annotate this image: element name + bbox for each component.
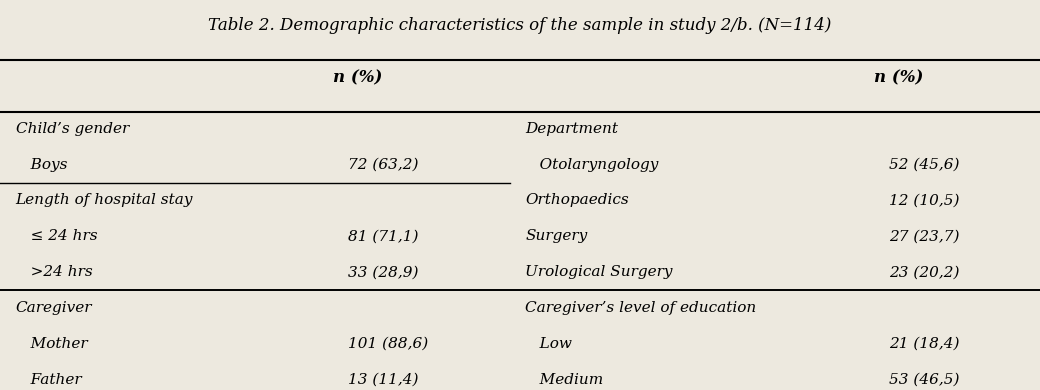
Text: 72 (63,2): 72 (63,2) [348,158,419,172]
Text: Caregiver’s level of education: Caregiver’s level of education [525,301,756,315]
Text: Low: Low [525,337,572,351]
Text: Urological Surgery: Urological Surgery [525,265,673,279]
Text: Otolaryngology: Otolaryngology [525,158,658,172]
Text: 33 (28,9): 33 (28,9) [348,265,419,279]
Text: Table 2. Demographic characteristics of the sample in study 2/b. (N=114): Table 2. Demographic characteristics of … [208,17,832,34]
Text: 12 (10,5): 12 (10,5) [889,193,960,207]
Text: 52 (45,6): 52 (45,6) [889,158,960,172]
Text: 21 (18,4): 21 (18,4) [889,337,960,351]
Text: n (%): n (%) [874,69,922,87]
Text: 81 (71,1): 81 (71,1) [348,229,419,243]
Text: Surgery: Surgery [525,229,588,243]
Text: n (%): n (%) [333,69,382,87]
Text: ≤ 24 hrs: ≤ 24 hrs [16,229,97,243]
Text: 13 (11,4): 13 (11,4) [348,373,419,387]
Text: 27 (23,7): 27 (23,7) [889,229,960,243]
Text: Medium: Medium [525,373,603,387]
Text: Department: Department [525,122,618,136]
Text: Child’s gender: Child’s gender [16,122,129,136]
Text: Length of hospital stay: Length of hospital stay [16,193,193,207]
Text: 101 (88,6): 101 (88,6) [348,337,428,351]
Text: 53 (46,5): 53 (46,5) [889,373,960,387]
Text: Boys: Boys [16,158,68,172]
Text: >24 hrs: >24 hrs [16,265,93,279]
Text: Caregiver: Caregiver [16,301,93,315]
Text: 23 (20,2): 23 (20,2) [889,265,960,279]
Text: Orthopaedics: Orthopaedics [525,193,629,207]
Text: Father: Father [16,373,81,387]
Text: Mother: Mother [16,337,87,351]
